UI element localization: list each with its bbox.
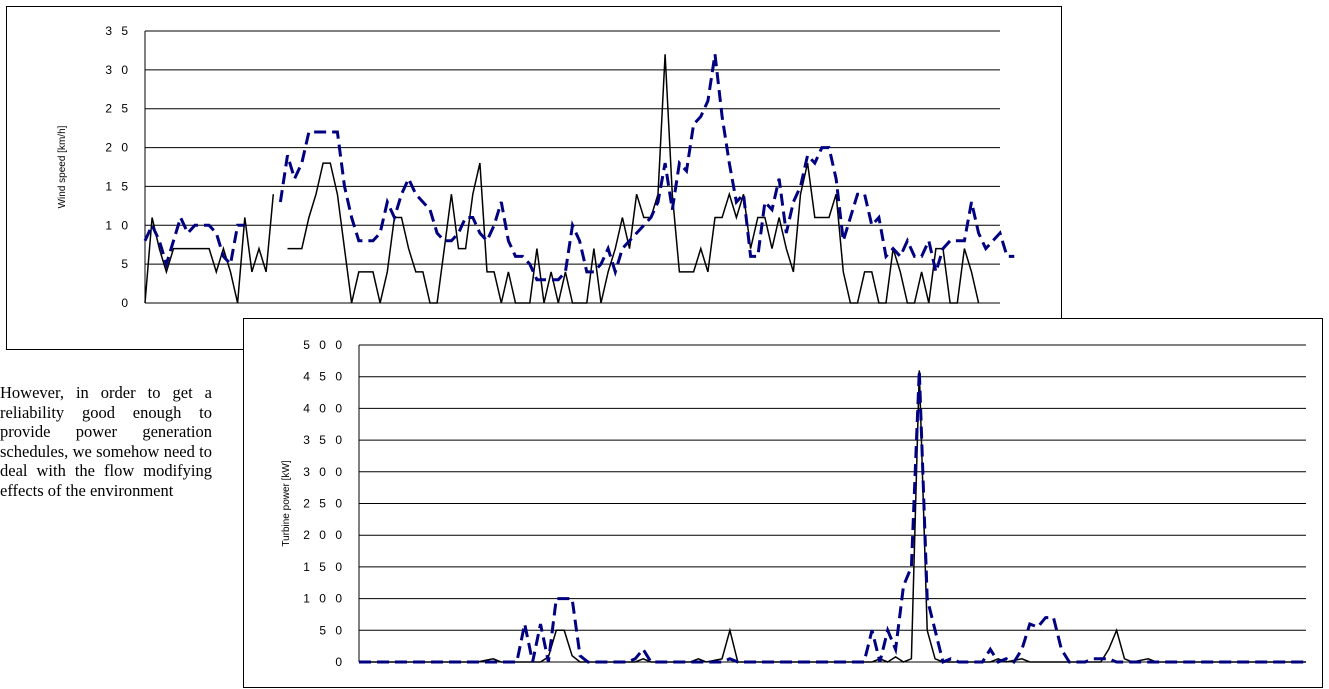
y-axis-label-wind: Wind speed [km/h]	[57, 125, 68, 208]
wind-speed-chart-svg: 0 5 1 0 1 5 2 0 2 5 3 0 3 5 Wind speed [km/h]	[57, 24, 1015, 310]
y-tick-label-power-7: 3 5 0	[303, 433, 345, 447]
y-tick-label-wind-0: 0	[121, 296, 131, 310]
y-tick-label-wind-6: 3 0	[105, 63, 131, 77]
y-tick-label-power-2: 1 0 0	[303, 592, 345, 606]
y-tick-label-wind-1: 5	[121, 257, 131, 271]
y-tick-label-wind-2: 1 0	[105, 218, 131, 232]
y-tick-label-power-10: 5 0 0	[303, 338, 345, 352]
body-paragraph: However, in order to get a reliability g…	[0, 383, 212, 500]
y-tick-label-power-4: 2 0 0	[303, 528, 345, 542]
y-tick-label-power-0: 0	[335, 655, 345, 669]
y-tick-label-power-6: 3 0 0	[303, 465, 345, 479]
y-tick-label-power-1: 5 0	[319, 623, 345, 637]
y-tick-label-power-8: 4 0 0	[303, 401, 345, 415]
y-tick-label-power-9: 4 5 0	[303, 370, 345, 384]
y-tick-label-wind-4: 2 0	[105, 141, 131, 155]
series-line-wind-dashed	[143, 54, 1015, 282]
series-line-power-dashed	[359, 370, 1306, 665]
series-line-wind-solid	[144, 54, 980, 304]
y-tick-label-wind-5: 2 5	[105, 102, 131, 116]
y-tick-label-wind-3: 1 5	[105, 179, 131, 193]
y-tick-label-power-5: 2 5 0	[303, 497, 345, 511]
y-axis-label-power: Turbine power [kW]	[281, 460, 292, 547]
turbine-power-chart: 0 5 0 1 0 0 1 5 0 2 0 0 2 5 0 3 0 0 3 5 0 4 0 0 4…	[243, 318, 1323, 688]
y-tick-label-wind-7: 3 5	[105, 24, 131, 38]
y-tick-label-power-3: 1 5 0	[303, 560, 345, 574]
wind-speed-chart: 0 5 1 0 1 5 2 0 2 5 3 0 3 5 Wind speed [km/h]	[6, 6, 1062, 350]
turbine-power-chart-svg: 0 5 0 1 0 0 1 5 0 2 0 0 2 5 0 3 0 0 3 5 0 4 0 0 4…	[281, 338, 1306, 669]
series-line-power-solid	[359, 370, 1306, 663]
